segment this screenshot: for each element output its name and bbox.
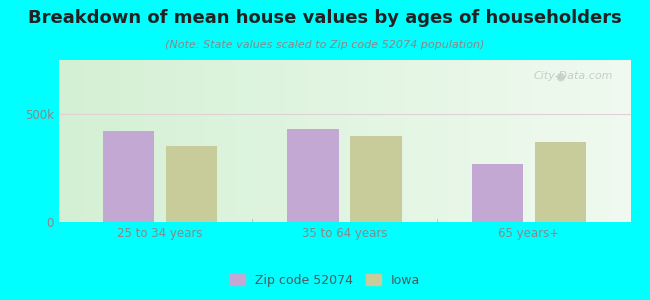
Bar xyxy=(103,131,155,222)
Bar xyxy=(472,164,523,222)
Bar xyxy=(287,129,339,222)
Bar xyxy=(166,146,217,222)
Bar xyxy=(350,136,402,222)
Bar xyxy=(534,142,586,222)
Text: (Note: State values scaled to Zip code 52074 population): (Note: State values scaled to Zip code 5… xyxy=(165,40,485,50)
Text: City-Data.com: City-Data.com xyxy=(534,71,614,81)
Text: ●: ● xyxy=(555,71,565,81)
Text: Breakdown of mean house values by ages of householders: Breakdown of mean house values by ages o… xyxy=(28,9,622,27)
Legend: Zip code 52074, Iowa: Zip code 52074, Iowa xyxy=(226,270,424,291)
